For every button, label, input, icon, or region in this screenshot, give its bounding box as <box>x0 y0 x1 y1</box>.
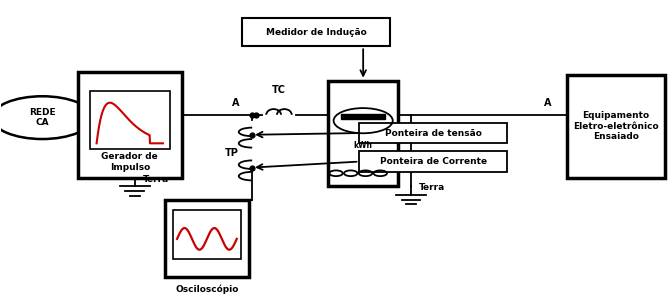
Bar <box>90 91 170 149</box>
Text: Gerador de
Impulso: Gerador de Impulso <box>101 153 158 172</box>
Text: Ponteira de tensão: Ponteira de tensão <box>385 129 482 137</box>
Bar <box>242 18 390 46</box>
Text: A: A <box>232 98 239 108</box>
Text: TP: TP <box>225 148 239 158</box>
Text: Ponteira de Corrente: Ponteira de Corrente <box>380 157 487 166</box>
Bar <box>328 81 398 186</box>
Bar <box>360 151 507 172</box>
Text: Terra: Terra <box>143 175 169 184</box>
Bar <box>173 210 241 259</box>
Text: Osciloscópio: Osciloscópio <box>175 284 239 294</box>
Text: Terra: Terra <box>419 183 446 192</box>
Text: kWh: kWh <box>353 142 373 150</box>
Text: TC: TC <box>272 85 286 95</box>
Text: REDE
CA: REDE CA <box>29 108 56 127</box>
Text: Medidor de Indução: Medidor de Indução <box>265 27 366 37</box>
Bar <box>567 75 665 178</box>
Bar <box>78 72 181 178</box>
Bar <box>360 123 507 143</box>
Bar <box>341 114 385 119</box>
Text: A: A <box>544 98 551 108</box>
Bar <box>165 200 249 277</box>
Text: Equipamento
Eletro-eletrônico
Ensaiado: Equipamento Eletro-eletrônico Ensaiado <box>573 111 659 141</box>
